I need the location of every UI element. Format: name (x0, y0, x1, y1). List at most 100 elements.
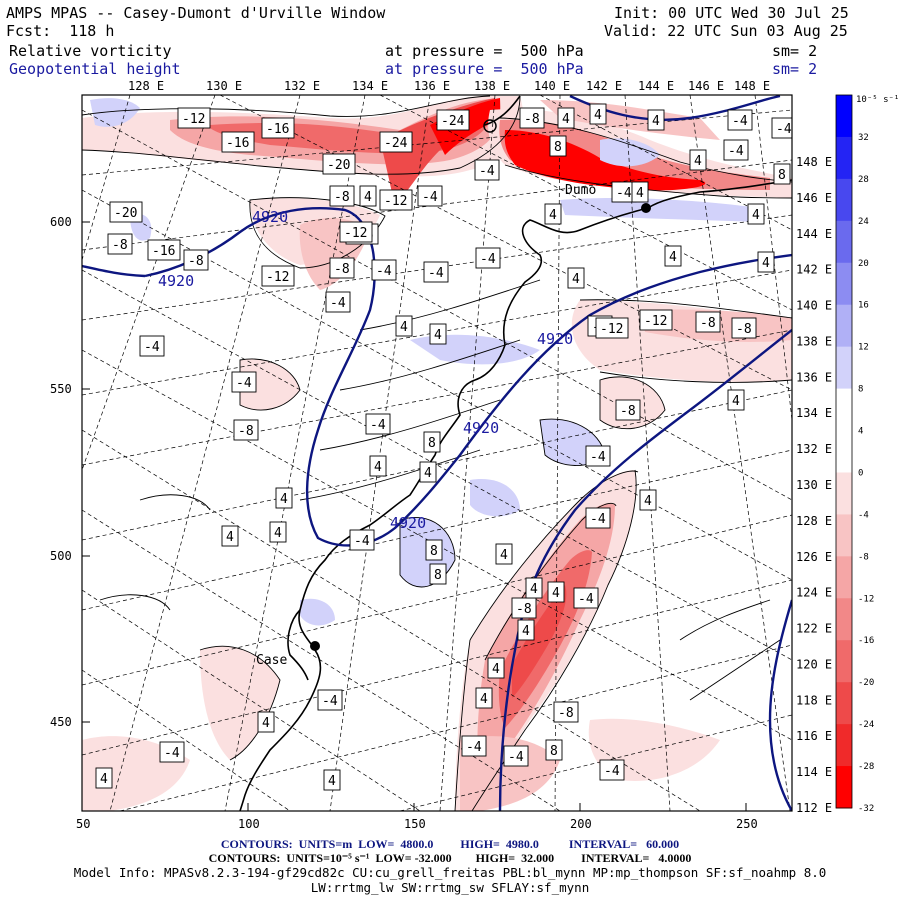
vorticity-label: 4 (664, 245, 682, 267)
lon-label: 134 E (352, 79, 388, 93)
vorticity-label: -4 (365, 413, 391, 435)
height-label: 4920 (537, 330, 573, 348)
coastline (239, 95, 792, 811)
vorticity-label: 4 (727, 389, 745, 411)
colorbar-swatch (836, 220, 852, 264)
svg-text:8: 8 (430, 544, 438, 559)
vorticity-label: 4 (544, 203, 562, 225)
colorbar-swatch (836, 178, 852, 222)
svg-text:4: 4 (572, 272, 580, 287)
svg-text:-12: -12 (266, 270, 289, 285)
svg-text:8: 8 (550, 744, 558, 759)
vorticity-label: 4 (369, 455, 387, 477)
x-tick-label: 250 (736, 817, 758, 831)
svg-text:-8: -8 (112, 238, 128, 253)
x-axis: 50 100 150 200 250 (76, 803, 758, 831)
vorticity-label: -12 (379, 189, 413, 211)
vorticity-label: -16 (261, 117, 295, 139)
valid-time: Valid: 22 UTC Sun 03 Aug 25 (604, 22, 848, 40)
y-tick-label: 550 (50, 382, 72, 396)
right-lon-label: 124 E (796, 586, 832, 600)
vorticity-label: 4 (639, 489, 657, 511)
field1-level: at pressure = 500 hPa (385, 42, 584, 60)
colorbar: 32 28 24 20 16 12 8 4 0 -4 -8 -12 -16 -20 -24 -28 -32 (835, 94, 874, 814)
svg-text:-12: -12 (600, 322, 623, 337)
vorticity-label: -8 (615, 399, 641, 421)
colorbar-label: -32 (858, 804, 874, 814)
map-title: AMPS MPAS -- Casey-Dumont d'Urville Wind… (6, 4, 386, 22)
right-longitude-labels: 148 E 146 E 144 E 142 E 140 E 138 E 136 E 134 E… (796, 155, 832, 815)
height-label: 4920 (158, 272, 194, 290)
svg-text:8: 8 (434, 568, 442, 583)
colorbar-label: -16 (858, 636, 874, 646)
vorticity-label: -4 (417, 185, 443, 207)
y-tick-label: 600 (50, 215, 72, 229)
colorbar-swatch (836, 472, 852, 515)
colorbar-label: 0 (858, 468, 863, 478)
station-casey-dot (310, 641, 320, 651)
y-axis: 600 550 500 450 (50, 215, 90, 729)
right-lon-label: 120 E (796, 657, 832, 671)
svg-text:4: 4 (636, 186, 644, 201)
vorticity-labels: -12 -16 -16 -20 -24 -24 -4 -4 4 -4 -8 -12 -16 -8 -12 -8… (95, 103, 792, 791)
vorticity-label: -12 (339, 221, 373, 243)
svg-text:8: 8 (554, 140, 562, 155)
colorbar-label: 4 (858, 427, 863, 437)
vorticity-label: -8 (695, 311, 721, 333)
vorticity-label: 4 (747, 203, 765, 225)
lon-label: 130 E (206, 79, 242, 93)
svg-text:8: 8 (778, 168, 786, 183)
vorticity-label: -4 (349, 529, 375, 551)
svg-text:-8: -8 (238, 424, 254, 439)
vorticity-label: 4 (757, 251, 775, 273)
colorbar-swatch (836, 304, 852, 348)
svg-text:4: 4 (522, 624, 530, 639)
vorticity-label: -8 (329, 185, 355, 207)
svg-text:-8: -8 (516, 602, 532, 617)
vorticity-label: -16 (147, 239, 181, 261)
svg-text:-4: -4 (428, 266, 444, 281)
colorbar-label: -8 (858, 552, 869, 562)
svg-text:-8: -8 (334, 190, 350, 205)
height-label: 4920 (463, 419, 499, 437)
field1-smoothing: sm= 2 (772, 42, 818, 60)
vorticity-label: 4 (257, 711, 275, 733)
svg-text:4: 4 (732, 394, 740, 409)
colorbar-swatch (836, 95, 852, 138)
vorticity-label: 4 (525, 577, 543, 599)
svg-text:4: 4 (424, 466, 432, 481)
field2-name: Geopotential height (9, 60, 181, 78)
colorbar-label: -28 (858, 762, 874, 772)
svg-text:4: 4 (594, 108, 602, 123)
vorticity-label: 8 (545, 739, 563, 761)
svg-text:4: 4 (100, 772, 108, 787)
svg-text:-24: -24 (441, 114, 465, 129)
vorticity-label: 4 (517, 619, 535, 641)
svg-text:-4: -4 (604, 764, 620, 779)
colorbar-unit: 10⁻⁵ s⁻¹ (856, 95, 899, 105)
svg-text:-4: -4 (164, 746, 180, 761)
height-label: 4920 (390, 514, 426, 532)
forecast-hour: Fcst: 118 h (6, 22, 115, 40)
right-lon-label: 118 E (796, 693, 832, 707)
vorticity-label: 4 (495, 543, 513, 565)
svg-text:-4: -4 (330, 296, 346, 311)
svg-text:4: 4 (762, 256, 770, 271)
right-lon-label: 138 E (796, 334, 832, 348)
right-lon-label: 148 E (796, 155, 832, 169)
vorticity-label: -20 (109, 201, 143, 223)
x-tick-label: 50 (76, 817, 90, 831)
svg-text:-4: -4 (776, 122, 792, 137)
svg-text:-4: -4 (466, 740, 482, 755)
vorticity-label: -12 (595, 317, 629, 339)
vorticity-label: -4 (231, 371, 257, 393)
svg-text:4: 4 (652, 114, 660, 129)
vorticity-label: -12 (177, 107, 211, 129)
svg-text:-16: -16 (226, 136, 249, 151)
field1-name: Relative vorticity (9, 42, 172, 60)
vorticity-label: 4 (487, 657, 505, 679)
svg-text:-4: -4 (422, 190, 438, 205)
svg-text:8: 8 (428, 436, 436, 451)
pole-marker (483, 119, 497, 133)
svg-text:-4: -4 (376, 264, 392, 279)
